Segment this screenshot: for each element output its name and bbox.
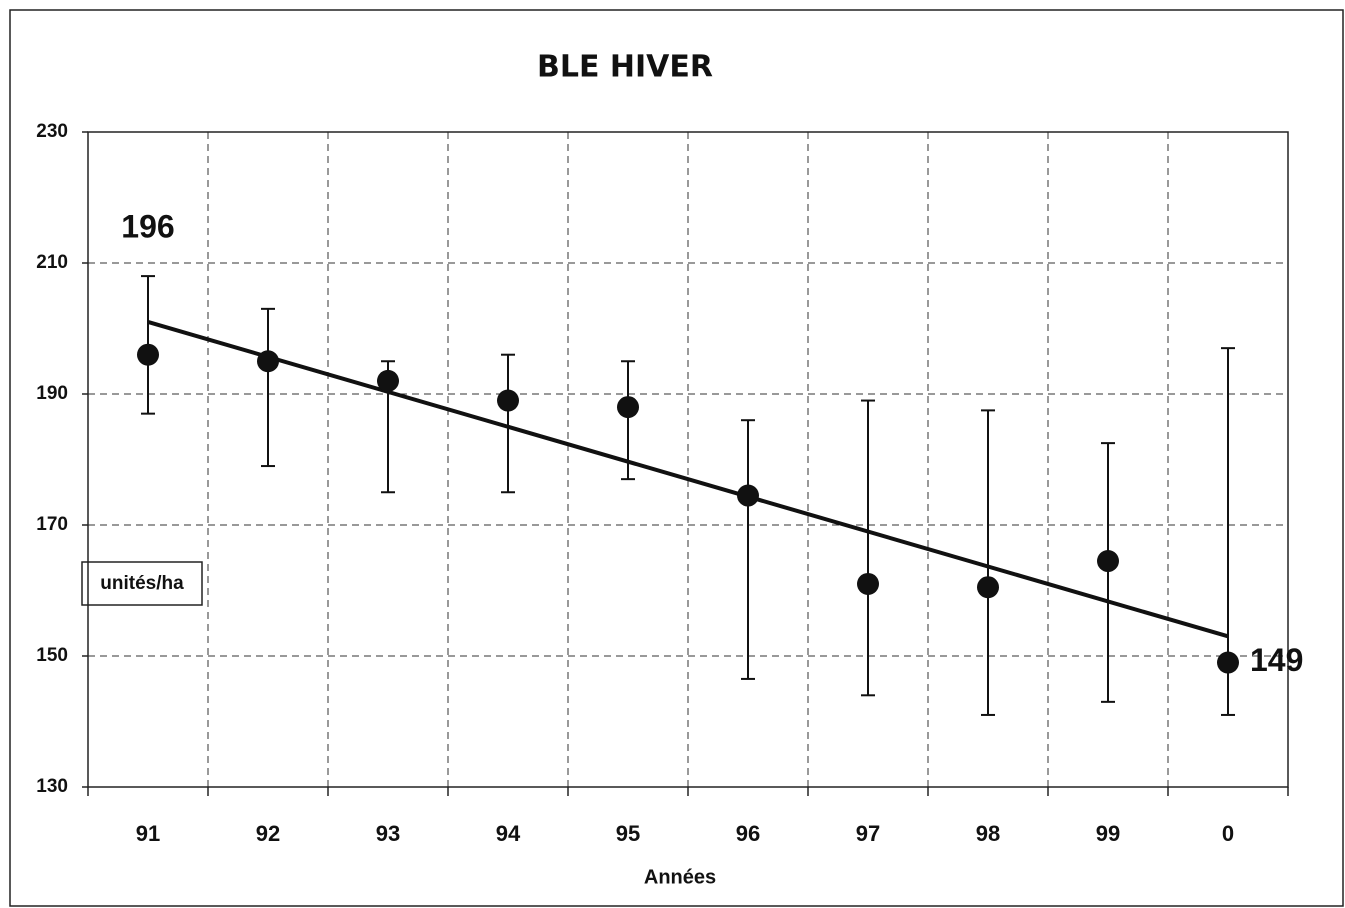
x-tick-label: 95 (616, 821, 640, 846)
y-tick-label: 190 (36, 383, 68, 404)
x-tick-label: 99 (1096, 821, 1120, 846)
value-label: 149 (1250, 642, 1303, 678)
point (497, 389, 519, 412)
x-tick-label: 98 (976, 821, 1000, 846)
x-tick-label: 93 (376, 821, 400, 846)
y-tick-label: 170 (36, 514, 68, 535)
plot-border (87, 131, 1289, 788)
error-bar (261, 307, 275, 468)
point (1217, 651, 1239, 674)
x-axis-label: Années (644, 866, 716, 888)
x-tick-label: 97 (856, 821, 880, 846)
value-label: 196 (121, 208, 174, 244)
chart-title: BLE HIVER (537, 50, 713, 85)
y-axis-label: unités/ha (100, 573, 184, 594)
x-tick-label: 92 (256, 821, 280, 846)
point (977, 576, 999, 599)
point (257, 350, 279, 373)
error-bar (981, 409, 995, 716)
x-tick-label: 94 (496, 821, 521, 846)
y-tick-label: 230 (36, 121, 68, 142)
y-tick-label: 210 (36, 252, 68, 273)
x-tick-label: 96 (736, 821, 760, 846)
error-bar (861, 399, 875, 697)
trend-line (147, 320, 1229, 639)
point (377, 369, 399, 392)
x-tick-label: 91 (136, 821, 160, 846)
y-tick-label: 150 (36, 645, 68, 666)
point (617, 396, 639, 419)
point (137, 343, 159, 366)
x-tick-label: 0 (1222, 821, 1234, 846)
point (1097, 550, 1119, 573)
y-tick-label: 130 (36, 776, 68, 797)
error-bar (621, 360, 635, 481)
error-bar (501, 353, 515, 494)
point (857, 572, 879, 595)
error-bar (741, 419, 755, 680)
error-bar (1101, 442, 1115, 703)
y-label-box (81, 561, 203, 606)
frame (9, 9, 1344, 907)
point (737, 484, 759, 507)
